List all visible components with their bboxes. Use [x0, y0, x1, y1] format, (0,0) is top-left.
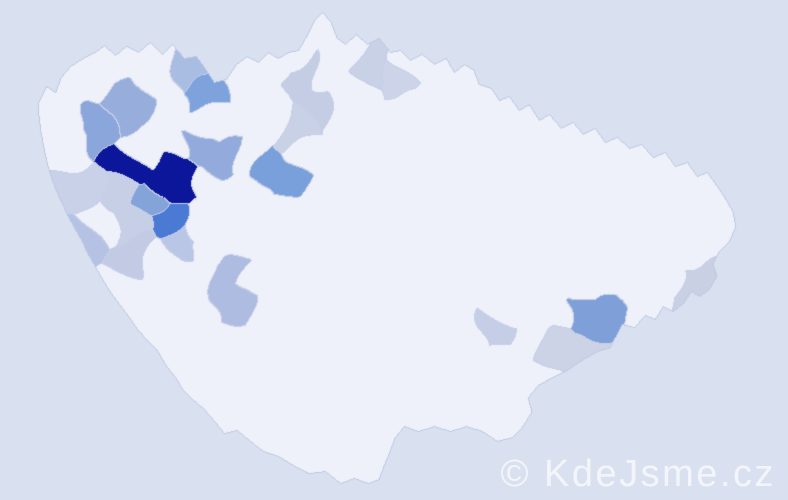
watermark-text: © KdeJsme.cz	[500, 453, 776, 496]
